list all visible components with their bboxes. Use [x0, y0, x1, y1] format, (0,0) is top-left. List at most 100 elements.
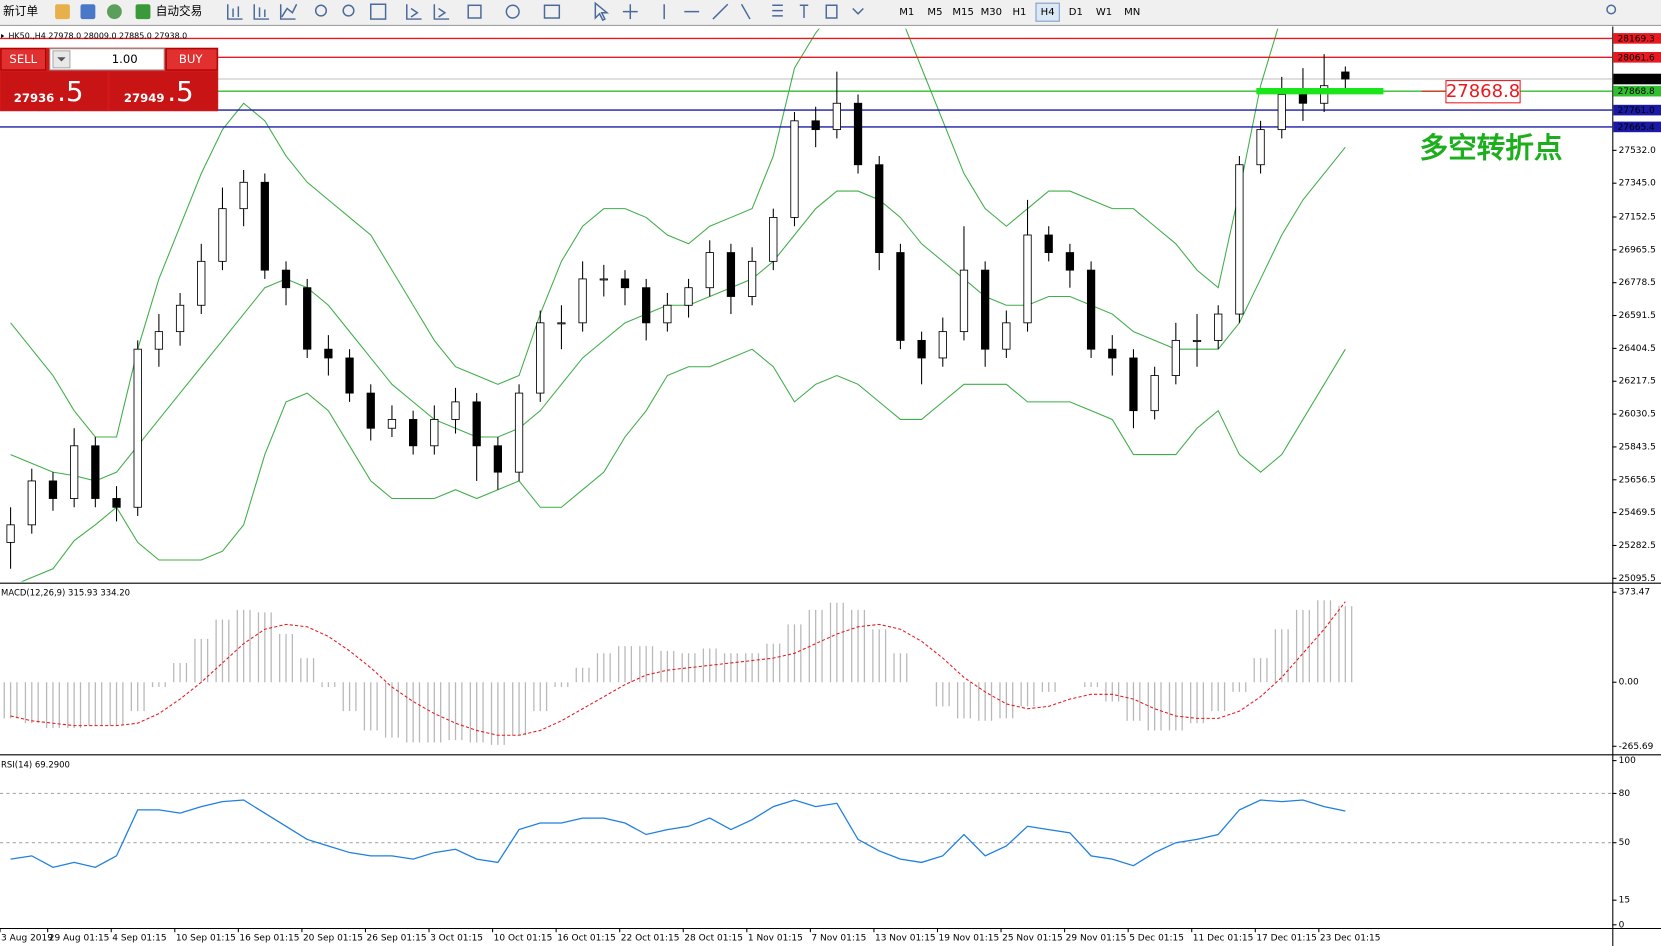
timeframe-button[interactable]: M15	[952, 7, 973, 18]
x-tick-label: 26 Sep 01:15	[367, 934, 427, 944]
timeframe-button[interactable]: MN	[1124, 7, 1140, 18]
buy-label[interactable]: BUY	[179, 52, 204, 66]
price-level-label: 27868.8	[1618, 87, 1655, 97]
chart-title: HK50.,H4 27978.0 28009.0 27885.0 27938.0	[8, 32, 187, 41]
icon[interactable]	[663, 3, 864, 20]
x-tick-label: 7 Nov 01:15	[811, 934, 866, 944]
candle-body	[175, 304, 185, 333]
icon[interactable]	[314, 4, 328, 17]
candle-body	[705, 252, 714, 289]
timeframe-button[interactable]: M5	[927, 7, 942, 18]
price-tag-box	[1445, 80, 1521, 104]
candle-body	[27, 480, 36, 526]
candle-body	[493, 445, 503, 473]
candle-body	[303, 287, 312, 350]
y-tick-label: 100	[1619, 756, 1636, 766]
x-tick-label: 29 Aug 01:15	[49, 934, 110, 944]
candle-body	[896, 252, 905, 341]
y-tick-label: 15	[1619, 896, 1630, 906]
rsi-panel	[0, 792, 1613, 869]
trade-panel: SELL 1.00 BUY 27936 .5 27949 .5	[0, 47, 219, 112]
new-order-button[interactable]: 新订单	[3, 4, 38, 18]
candle-body	[1065, 252, 1075, 271]
candle-body	[1298, 94, 1308, 104]
icon[interactable]	[80, 4, 96, 20]
icon[interactable]	[279, 3, 298, 20]
toolbar-icons	[227, 1, 1617, 22]
x-tick-label: 25 Nov 01:15	[1002, 934, 1063, 944]
candle-body	[48, 480, 58, 499]
y-tick-label: 0.00	[1619, 678, 1639, 688]
icon[interactable]	[543, 4, 561, 19]
price-level-label: 27938.0	[1618, 75, 1655, 85]
icon[interactable]	[106, 4, 122, 20]
price-level-tag	[1613, 52, 1661, 63]
candle-body	[387, 419, 397, 429]
y-tick-label: 25469.5	[1619, 508, 1656, 518]
sell-price[interactable]: 27936	[14, 91, 54, 105]
sell-pips[interactable]: .5	[57, 76, 83, 108]
candle-body	[1044, 234, 1053, 253]
lot-value[interactable]: 1.00	[112, 52, 138, 66]
candle-body	[409, 419, 418, 447]
timeframe-button[interactable]: H1	[1013, 7, 1027, 18]
candle-body	[451, 401, 460, 420]
timeframe-button[interactable]: M30	[981, 7, 1002, 18]
buy-price[interactable]: 27949	[124, 91, 164, 105]
sell-price-box[interactable]	[1, 72, 107, 111]
timeframe-button[interactable]: M1	[899, 7, 914, 18]
sell-button[interactable]	[0, 48, 47, 71]
auto-trade-icon[interactable]	[135, 4, 151, 20]
candle-body	[345, 357, 354, 394]
icon[interactable]	[227, 4, 243, 20]
candle-body	[875, 164, 884, 253]
candle-body	[514, 392, 524, 473]
price-tag: 27868.8	[1446, 81, 1520, 102]
lot-input[interactable]	[49, 48, 165, 71]
active-timeframe	[1035, 2, 1060, 22]
icon[interactable]	[55, 4, 70, 20]
buy-button[interactable]	[165, 48, 218, 71]
sell-label[interactable]: SELL	[9, 52, 37, 66]
x-tick-label: 13 Nov 01:15	[875, 934, 936, 944]
macd-panel	[3, 600, 1353, 745]
candle-body	[1150, 375, 1159, 412]
symbol-marker	[1, 33, 5, 39]
icon[interactable]	[594, 1, 610, 22]
x-tick-label: 16 Oct 01:15	[557, 934, 616, 944]
icon[interactable]	[505, 4, 520, 19]
icon[interactable]	[342, 4, 355, 17]
price-level-tag	[1613, 85, 1661, 97]
y-tick-label: 26030.5	[1619, 410, 1656, 420]
icon[interactable]	[370, 3, 387, 20]
y-tick-label: 26591.5	[1619, 311, 1656, 321]
candle-body	[1002, 322, 1011, 350]
icon[interactable]	[622, 4, 638, 20]
y-tick-label: 373.47	[1619, 588, 1650, 598]
price-panel	[0, 28, 1613, 582]
icon[interactable]	[433, 4, 450, 20]
timeframe-button[interactable]: W1	[1096, 7, 1112, 18]
bollinger-upper	[10, 28, 1279, 438]
candle-body	[1192, 339, 1202, 342]
timeframe-button[interactable]: D1	[1069, 7, 1083, 18]
y-tick-label: 27152.5	[1619, 212, 1656, 222]
y-tick-label: 25282.5	[1619, 541, 1656, 551]
candle-body	[1108, 348, 1117, 359]
x-tick-label: 3 Oct 01:15	[430, 934, 483, 944]
icon[interactable]	[467, 4, 482, 19]
candle-body	[6, 524, 15, 543]
candle-body	[1023, 234, 1032, 324]
price-level-label: 27665.4	[1618, 123, 1655, 133]
icon[interactable]	[253, 4, 270, 20]
search-icon[interactable]	[1606, 4, 1617, 15]
price-level-tag	[1613, 104, 1661, 116]
auto-trade-button[interactable]: 自动交易	[156, 4, 203, 18]
buy-price-box[interactable]	[110, 72, 218, 111]
icon[interactable]	[406, 4, 422, 20]
bollinger-middle	[10, 146, 1346, 482]
timeframe-button[interactable]: H4	[1041, 7, 1055, 18]
x-tick-label: 1 Nov 01:15	[748, 934, 803, 944]
buy-pips[interactable]: .5	[167, 76, 193, 108]
